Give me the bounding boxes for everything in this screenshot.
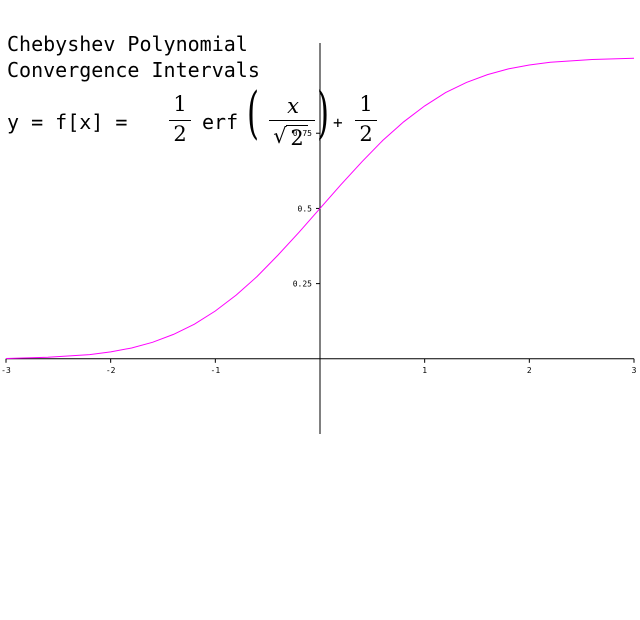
formula-func: erf xyxy=(202,110,239,134)
x-tick-label: 3 xyxy=(632,366,637,375)
formula-sqrt-vinculum xyxy=(286,125,308,126)
formula-half-numerator: 1 xyxy=(173,92,187,116)
x-tick-label: -1 xyxy=(211,366,221,375)
y-tick-label: 0.25 xyxy=(293,280,312,289)
formula-half2-denominator: 2 xyxy=(359,122,373,146)
formula-sqrt-arg: 2 xyxy=(290,126,304,150)
formula-plus: + xyxy=(333,113,343,132)
formula-half-bar xyxy=(169,120,191,121)
chart-plot: -3 -2 -1 1 2 3 0.25 0.5 0.75 xyxy=(1,43,637,434)
formula-lhs: y = f[x] = xyxy=(7,110,128,134)
formula-inner-bar xyxy=(269,120,315,121)
x-tick-label: 1 xyxy=(422,366,427,375)
formula-half-denominator: 2 xyxy=(173,122,187,146)
formula-half2-bar xyxy=(355,120,377,121)
formula: y = f[x] = 1 2 erf ( x √ 2 ) + 1 2 xyxy=(7,86,377,154)
series-line xyxy=(5,57,635,359)
chart-title-line-1: Chebyshev Polynomial xyxy=(7,32,248,56)
formula-half2-numerator: 1 xyxy=(359,92,373,116)
formula-sqrt-symbol: √ xyxy=(273,124,287,148)
formula-inner-numerator: x xyxy=(287,94,299,118)
x-tick-label: -3 xyxy=(1,366,11,375)
y-tick-label: 0.75 xyxy=(293,129,312,138)
formula-left-paren: ( xyxy=(247,81,260,146)
chart-title-line-2: Convergence Intervals xyxy=(7,58,260,82)
y-tick-label: 0.5 xyxy=(298,204,313,213)
x-tick-label: 2 xyxy=(527,366,532,375)
x-tick-label: -2 xyxy=(106,366,116,375)
